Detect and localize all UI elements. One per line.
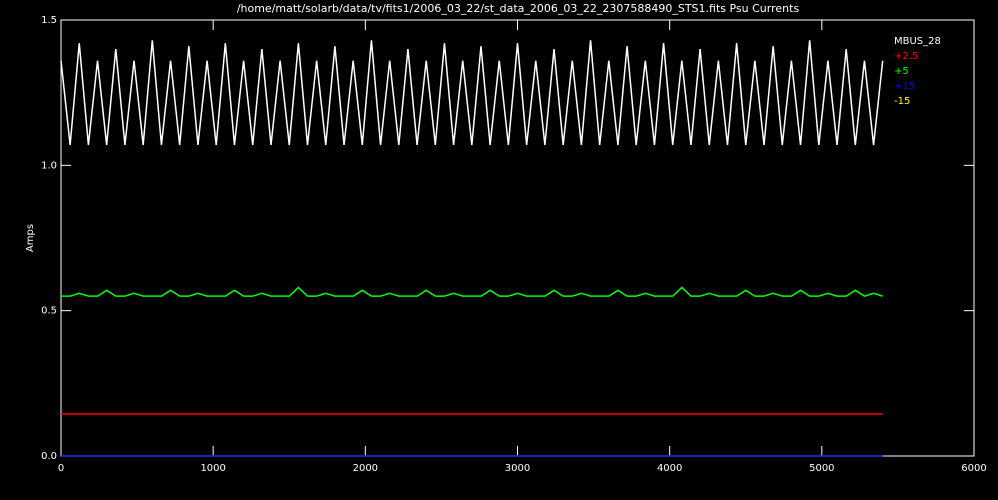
series-line <box>60 40 884 146</box>
y-tick-label: 1.5 <box>41 15 57 26</box>
series-line <box>61 286 883 297</box>
x-tick-label: 3000 <box>505 463 530 474</box>
x-tick-label: 2000 <box>353 463 378 474</box>
legend-entry: +5 <box>894 66 909 77</box>
x-tick-label: 4000 <box>657 463 682 474</box>
legend-entry: +15 <box>894 81 915 92</box>
chart-title: /home/matt/solarb/data/tv/fits1/2006_03_… <box>237 2 800 15</box>
legend-entry: MBUS_28 <box>894 36 941 47</box>
x-tick-label: 1000 <box>200 463 225 474</box>
y-tick-label: 1.0 <box>41 160 57 171</box>
x-tick-label: 0 <box>58 463 64 474</box>
y-axis-label: Amps <box>25 224 36 252</box>
x-tick-label: 6000 <box>961 463 986 474</box>
legend-entry: +2.5 <box>894 51 918 62</box>
y-tick-label: 0.0 <box>41 451 57 462</box>
x-tick-label: 5000 <box>809 463 834 474</box>
legend-entry: -15 <box>894 96 910 107</box>
y-tick-label: 0.5 <box>41 306 57 317</box>
